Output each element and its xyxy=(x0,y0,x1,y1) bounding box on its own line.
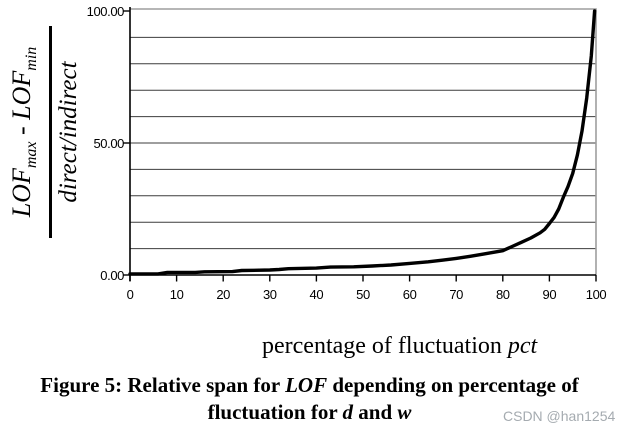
x-axis-title-text: percentage of fluctuation xyxy=(262,333,508,359)
watermark: CSDN @han1254 xyxy=(503,408,616,424)
figure-caption: Figure 5: Relative span for LOF dependin… xyxy=(0,372,619,426)
x-axis-title: percentage of fluctuation pct xyxy=(262,332,537,360)
y-axis-fraction-denominator: direct/indirect xyxy=(49,26,86,238)
caption-line1: Figure 5: Relative span for LOF dependin… xyxy=(40,373,579,397)
caption-line2: fluctuation for d and w xyxy=(207,400,412,424)
chart-plot xyxy=(123,7,597,282)
y-axis-fraction-numerator: LOFmax - LOFmin xyxy=(7,46,41,218)
x-axis-title-variable: pct xyxy=(507,333,538,359)
y-axis-label: LOFmax - LOFmin direct/indirect xyxy=(6,26,86,238)
plot-border xyxy=(130,8,597,275)
data-curve xyxy=(128,9,597,276)
